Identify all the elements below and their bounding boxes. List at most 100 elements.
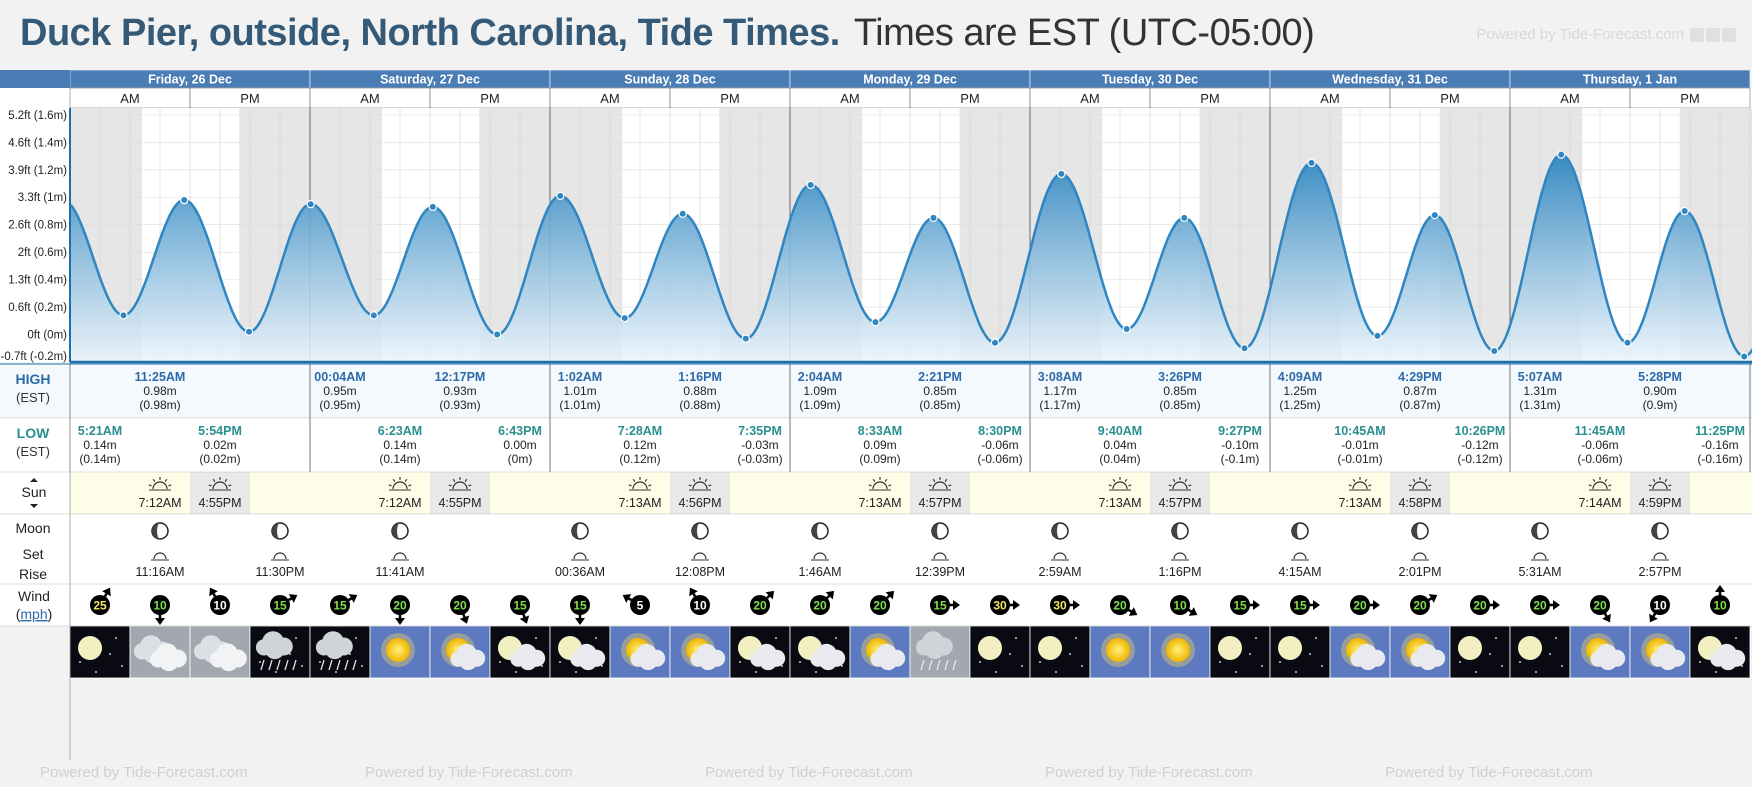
rain-drop xyxy=(260,659,265,671)
star xyxy=(1235,671,1237,673)
cloud-shape xyxy=(750,643,786,671)
cloud-puff xyxy=(218,651,239,672)
sun-ray xyxy=(1408,484,1412,487)
sunrise-icon xyxy=(1108,477,1132,491)
star xyxy=(1501,665,1503,667)
sun-ray xyxy=(1588,484,1592,487)
sunset-time: 4:57PM xyxy=(1158,496,1201,510)
wind-arrow-head xyxy=(825,590,835,600)
wind-indicator xyxy=(622,594,650,615)
star xyxy=(1555,637,1557,639)
low-tide-height-alt: (0.09m) xyxy=(859,452,900,466)
low-tide-point[interactable] xyxy=(244,327,254,336)
sun-ray xyxy=(872,478,876,482)
moon-arc xyxy=(153,552,167,560)
moonrise-time: 2:57PM xyxy=(1638,565,1681,579)
cloud-shape xyxy=(510,643,546,671)
high-tide-point[interactable] xyxy=(428,202,437,212)
high-tide-point[interactable] xyxy=(1307,158,1316,168)
high-tide-point[interactable] xyxy=(1430,210,1440,220)
moon-shape xyxy=(1458,636,1482,660)
star xyxy=(979,661,981,663)
low-tide-height-alt: (-0.16m) xyxy=(1697,452,1742,466)
low-tide-point[interactable] xyxy=(1739,352,1749,361)
am-label: AM xyxy=(360,91,380,106)
star xyxy=(1249,653,1251,655)
high-tide-point[interactable] xyxy=(1556,150,1566,159)
sun-ray xyxy=(1424,478,1428,482)
sunset-icon xyxy=(1648,477,1672,491)
ytick-label: 1.3ft (0.4m) xyxy=(8,275,67,287)
moonrise-time: 1:16PM xyxy=(1158,565,1201,579)
low-tide-point[interactable] xyxy=(1490,346,1499,356)
page-title: Duck Pier, outside, North Carolina, Tide… xyxy=(20,12,1315,55)
moon-shadow xyxy=(812,523,820,539)
low-tide-point[interactable] xyxy=(493,330,502,339)
moon-shadow xyxy=(932,523,940,539)
low-tide-height-alt: (0.12m) xyxy=(619,452,660,466)
high-tide-point[interactable] xyxy=(179,195,189,205)
moon-phase-icon xyxy=(571,522,589,540)
moonrise-time: 5:31AM xyxy=(1518,565,1561,579)
moon-phase-icon xyxy=(391,522,409,540)
wind-speed: 15 xyxy=(1233,599,1247,613)
low-tide-point[interactable] xyxy=(990,338,1000,347)
high-tide-point[interactable] xyxy=(1680,206,1689,216)
low-tide-point[interactable] xyxy=(871,317,880,327)
high-tide-point[interactable] xyxy=(806,180,815,190)
moonrise-time: 12:39PM xyxy=(915,565,965,579)
ytick-label: 3.3ft (1m) xyxy=(18,192,67,204)
wind-speed: 20 xyxy=(813,599,827,613)
day-header-label: Tuesday, 30 Dec xyxy=(1102,73,1198,87)
low-tide-time: 11:25PM xyxy=(1695,424,1745,438)
low-tide-point[interactable] xyxy=(1240,344,1249,353)
rain-drop xyxy=(284,659,289,671)
low-tide-point[interactable] xyxy=(620,313,629,323)
low-tide-point[interactable] xyxy=(741,334,751,343)
moon-set-title: Set xyxy=(22,546,43,562)
low-tide-point[interactable] xyxy=(1122,324,1131,334)
wind-unit-link[interactable]: mph xyxy=(20,606,47,622)
low-tide-point[interactable] xyxy=(369,311,378,320)
cloud-shape xyxy=(1590,643,1626,671)
high-tide-point[interactable] xyxy=(678,209,687,218)
sun-shape xyxy=(1166,638,1190,662)
high-tide-time: 2:04AM xyxy=(798,370,842,384)
page-header: Duck Pier, outside, North Carolina, Tide… xyxy=(0,0,1752,70)
moon-shape xyxy=(978,636,1002,660)
star xyxy=(1315,637,1317,639)
high-tide-height: 0.87m xyxy=(1403,384,1436,398)
moon-shadow xyxy=(692,523,700,539)
wind-badge xyxy=(1050,595,1070,615)
wind-badge xyxy=(1350,595,1370,615)
wind-row-title: Wind xyxy=(18,588,50,604)
wind-badge xyxy=(1590,595,1610,615)
high-tide-point[interactable] xyxy=(1180,213,1189,223)
wind-indicator xyxy=(930,595,960,615)
sun-arc xyxy=(1592,481,1608,490)
powered-by-top[interactable]: Powered by Tide-Forecast.com xyxy=(1476,26,1738,43)
low-row-tz: (EST) xyxy=(16,444,50,459)
high-tide-point[interactable] xyxy=(1057,169,1066,179)
high-tide-point[interactable] xyxy=(306,199,315,209)
sunrise-icon xyxy=(148,477,172,491)
low-tide-time: 10:45AM xyxy=(1334,424,1385,438)
sun-ray xyxy=(1604,478,1608,482)
high-tide-point[interactable] xyxy=(929,213,938,223)
wind-arrow-head xyxy=(1602,613,1611,623)
low-tide-height: 0.14m xyxy=(383,438,416,452)
sunset-icon xyxy=(448,477,472,491)
moon-phase-icon xyxy=(1051,522,1069,540)
moon-arc xyxy=(1293,552,1307,560)
low-tide-point[interactable] xyxy=(1623,338,1632,347)
rain-drop xyxy=(268,659,273,671)
high-tide-height-alt: (0.85m) xyxy=(1159,398,1200,412)
low-tide-point[interactable] xyxy=(119,311,128,320)
high-tide-height: 0.98m xyxy=(143,384,176,398)
high-tide-time: 1:02AM xyxy=(558,370,602,384)
low-tide-point[interactable] xyxy=(1373,331,1382,341)
sun-ray xyxy=(632,478,636,482)
moonrise-time: 4:15AM xyxy=(1278,565,1321,579)
day-header-label: Wednesday, 31 Dec xyxy=(1332,73,1448,87)
high-tide-point[interactable] xyxy=(556,191,565,201)
